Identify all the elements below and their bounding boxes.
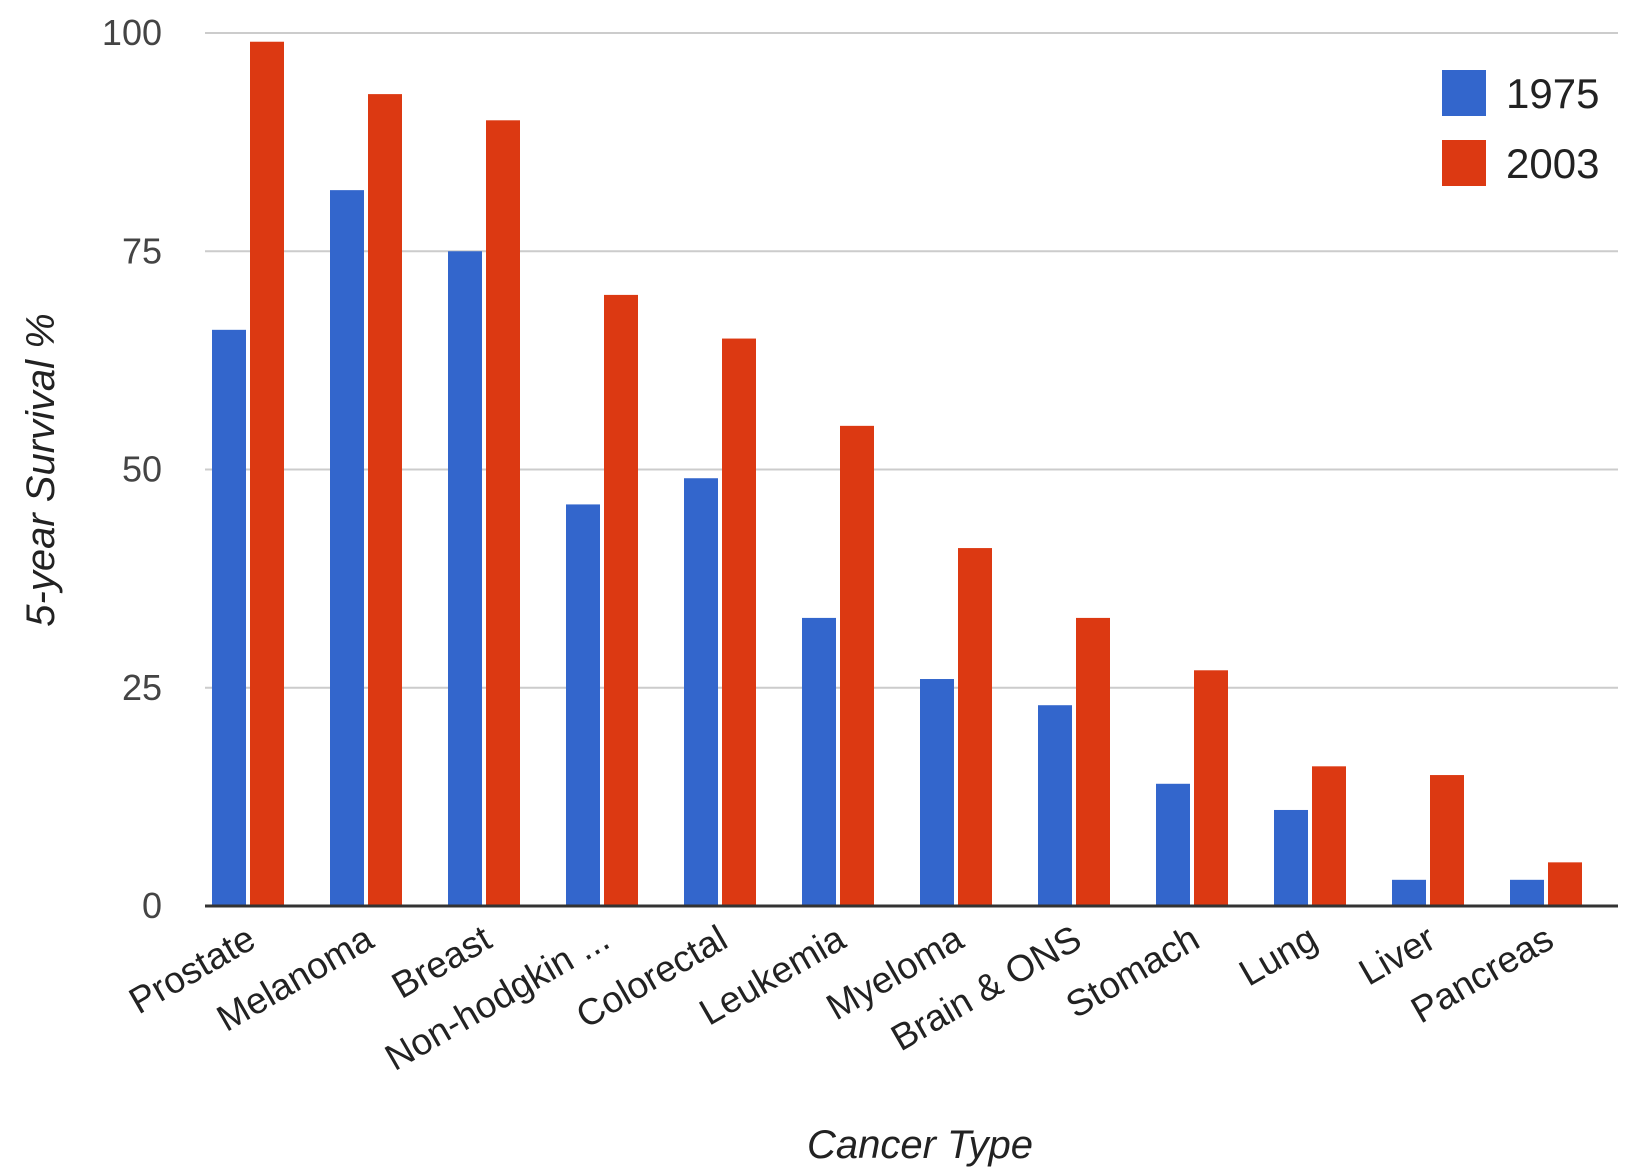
y-tick-label: 50 bbox=[122, 449, 162, 490]
bar-1975-prostate bbox=[212, 329, 246, 906]
bar-1975-myeloma bbox=[920, 679, 954, 906]
gridlines bbox=[205, 32, 1618, 689]
legend-label: 2003 bbox=[1506, 140, 1599, 187]
y-tick-label: 0 bbox=[142, 885, 162, 926]
bar-1975-leukemia bbox=[802, 617, 836, 906]
bar-2003-breast bbox=[486, 120, 520, 907]
bar-2003-lung bbox=[1312, 766, 1346, 906]
bar-2003-pancreas bbox=[1548, 862, 1582, 906]
legend: 1975 2003 bbox=[1442, 70, 1599, 187]
bar-1975-liver bbox=[1392, 879, 1426, 906]
legend-label: 1975 bbox=[1506, 70, 1599, 117]
y-tick-label: 100 bbox=[102, 12, 162, 53]
bar-2003-leukemia bbox=[840, 425, 874, 906]
bar-2003-stomach bbox=[1194, 670, 1228, 906]
bar-2003-colorectal bbox=[722, 338, 756, 906]
bar-1975-lung bbox=[1274, 809, 1308, 906]
bar-2003-brain-ons bbox=[1076, 617, 1110, 906]
y-axis-tick-labels: 0 25 50 75 100 bbox=[102, 12, 162, 926]
bar-1975-melanoma bbox=[330, 190, 364, 906]
bar-1975-breast bbox=[448, 251, 482, 906]
bar-1975-non-hodgkin bbox=[566, 504, 600, 906]
bars bbox=[212, 41, 1582, 907]
legend-swatch-1975 bbox=[1442, 70, 1486, 116]
bar-1975-stomach bbox=[1156, 783, 1190, 906]
bar-2003-prostate bbox=[250, 41, 284, 907]
y-tick-label: 75 bbox=[122, 230, 162, 271]
y-tick-label: 25 bbox=[122, 667, 162, 708]
bar-2003-liver bbox=[1430, 775, 1464, 906]
bar-2003-myeloma bbox=[958, 548, 992, 906]
bar-2003-non-hodgkin bbox=[604, 294, 638, 906]
x-category-label: Stomach bbox=[1059, 917, 1206, 1026]
bar-1975-pancreas bbox=[1510, 879, 1544, 906]
x-axis-title: Cancer Type bbox=[807, 1123, 1033, 1167]
y-axis-title: 5-year Survival % bbox=[19, 313, 63, 626]
bar-2003-melanoma bbox=[368, 94, 402, 907]
bar-1975-colorectal bbox=[684, 478, 718, 906]
x-category-label: Lung bbox=[1232, 917, 1324, 994]
legend-swatch-2003 bbox=[1442, 140, 1486, 186]
bar-1975-brain-ons bbox=[1038, 705, 1072, 906]
